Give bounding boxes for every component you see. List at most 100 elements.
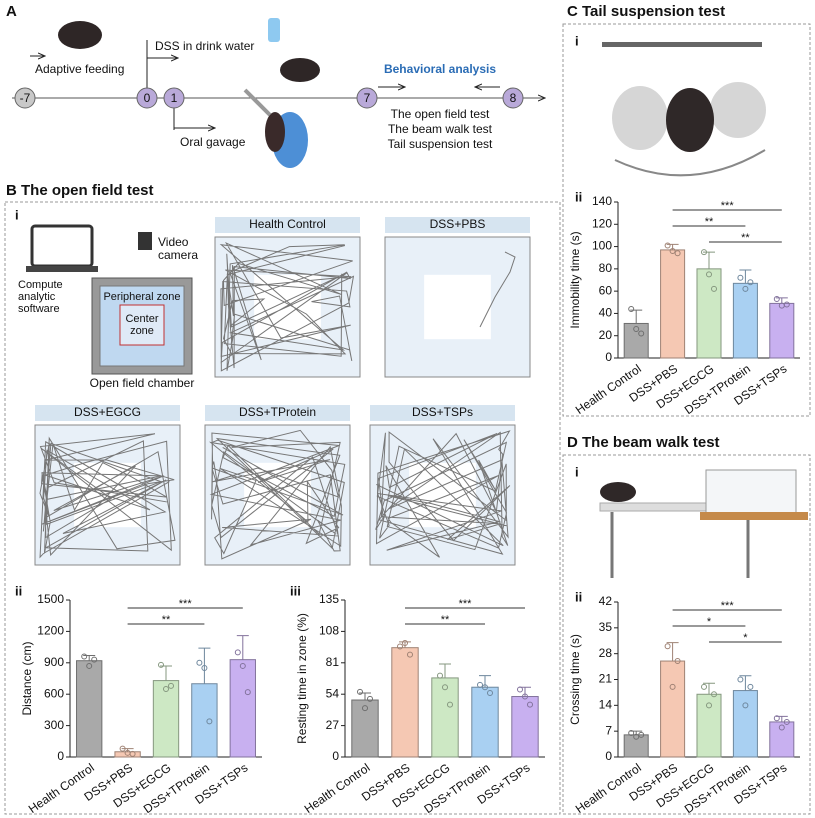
bar [769, 302, 795, 359]
data-point [244, 689, 251, 696]
data-point [633, 733, 640, 740]
test-label: The beam walk test [388, 122, 493, 136]
y-tick-label: 108 [319, 624, 339, 638]
day-marker [502, 87, 524, 109]
arena-center [244, 462, 311, 528]
sub-label: ii [575, 589, 582, 604]
label: zone [130, 325, 154, 337]
y-tick-label: 140 [592, 194, 612, 208]
sub-label: i [15, 207, 19, 222]
data-point [742, 702, 749, 709]
data-point [747, 279, 754, 286]
laptop-icon [26, 266, 98, 272]
data-point [737, 676, 744, 683]
sub-label: i [575, 33, 579, 48]
label: Video [158, 235, 189, 249]
camera-icon [138, 232, 152, 250]
mouse-icon [265, 112, 285, 152]
mouse-icon [600, 482, 636, 502]
group-label-bg [385, 217, 530, 233]
data-point [701, 683, 707, 690]
y-tick-label: 20 [599, 328, 613, 342]
bottle-icon [268, 18, 280, 42]
data-point [737, 274, 744, 281]
arena-center [424, 274, 491, 340]
bar [732, 690, 758, 758]
group-label: DSS+PBS [430, 217, 486, 231]
track [479, 251, 516, 328]
y-tick-label: 1500 [37, 592, 64, 606]
error-bar [775, 297, 788, 304]
track [208, 429, 346, 560]
y-tick-label: 900 [44, 655, 64, 669]
mouse-icon [58, 21, 102, 49]
y-tick-label: 600 [44, 686, 64, 700]
bar [660, 249, 686, 359]
data-point [367, 695, 373, 702]
data-point [669, 683, 676, 690]
error-bar [703, 682, 715, 695]
data-point [201, 665, 208, 672]
y-tick-label: 54 [326, 686, 340, 700]
mouse-icon [666, 88, 714, 152]
bar [391, 647, 419, 758]
data-point [783, 301, 790, 308]
y-tick-label: 35 [599, 620, 613, 634]
label: Peripheral zone [103, 291, 180, 303]
data-point [664, 643, 671, 650]
bar [623, 322, 649, 359]
y-tick-label: 120 [592, 216, 612, 230]
laptop-icon [30, 224, 94, 268]
group-label: Health Control [249, 217, 326, 231]
bar [732, 282, 758, 359]
error-bar [439, 663, 451, 678]
panel-title: D The beam walk test [567, 434, 720, 451]
error-bar [739, 269, 752, 284]
center-zone [119, 304, 165, 346]
sub-label: ii [575, 189, 582, 204]
data-point [86, 662, 93, 669]
sub-label: iii [290, 583, 301, 598]
bar [696, 693, 722, 758]
data-point [638, 731, 645, 738]
data-point [674, 658, 681, 665]
day-label: 1 [171, 91, 178, 105]
data-point [706, 271, 712, 278]
label: Center [125, 313, 158, 325]
swing-arrow [614, 149, 766, 177]
data-point [522, 693, 528, 700]
data-point [783, 718, 790, 725]
mouse-icon [710, 82, 766, 138]
label: analytic [18, 291, 56, 303]
data-point [129, 750, 136, 757]
data-point [747, 683, 754, 690]
panel-frame [4, 201, 561, 815]
data-point [357, 688, 363, 695]
track [39, 433, 176, 559]
bar-icon [602, 42, 762, 47]
data-point [196, 659, 203, 666]
platform [700, 512, 808, 520]
goal-box [705, 469, 797, 516]
bar [152, 680, 180, 758]
track [375, 430, 511, 558]
test-label: Tail suspension test [388, 137, 493, 151]
y-tick-label: 0 [605, 350, 612, 364]
y-tick-label: 42 [599, 594, 613, 608]
error-bar [666, 642, 679, 662]
sub-label: i [575, 464, 579, 479]
error-bar [630, 309, 643, 324]
y-axis-label: Resting time in zone (%) [295, 613, 309, 744]
y-tick-label: 1200 [37, 624, 64, 638]
data-point [711, 285, 717, 292]
panel-title: B The open field test [6, 182, 154, 199]
y-tick-label: 80 [599, 261, 613, 275]
data-point [397, 643, 403, 650]
data-point [773, 715, 780, 722]
y-tick-label: 27 [326, 718, 340, 732]
bar [623, 734, 649, 758]
group-label: DSS+TProtein [239, 405, 316, 419]
data-point [477, 681, 483, 688]
syringe-icon [243, 88, 272, 117]
day-marker [163, 87, 185, 109]
